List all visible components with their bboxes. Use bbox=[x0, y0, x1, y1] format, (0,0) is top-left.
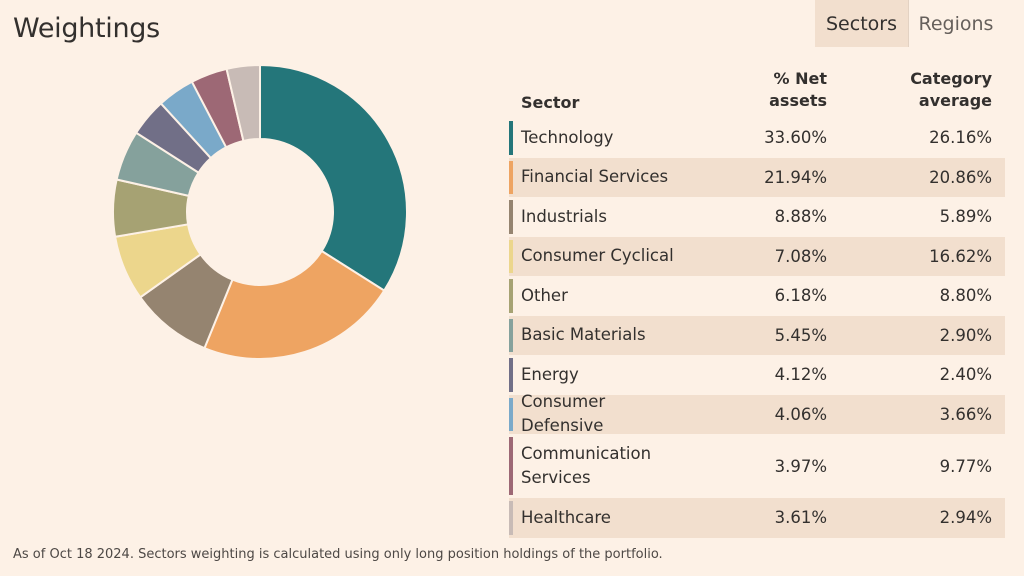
table-row: Technology 33.60% 26.16% bbox=[509, 118, 1005, 158]
sector-column-header: Sector bbox=[521, 93, 580, 112]
sector-name-line: Healthcare bbox=[521, 507, 611, 527]
sector-name: Technology bbox=[521, 126, 691, 150]
donut-slice-financial-services[interactable] bbox=[203, 249, 386, 360]
category-average-header-line1: Category bbox=[910, 69, 992, 88]
sector-name-line: Financial Services bbox=[521, 167, 669, 187]
legend-swatch bbox=[509, 200, 513, 234]
sector-name-line: Other bbox=[521, 285, 568, 305]
sector-name-line: Technology bbox=[521, 127, 614, 147]
page-title: Weightings bbox=[13, 13, 160, 44]
net-assets-value: 8.88% bbox=[774, 207, 827, 227]
sector-name-line: Consumer Defensive bbox=[521, 392, 606, 436]
category-average-value: 2.94% bbox=[939, 508, 992, 528]
sector-name: Other bbox=[521, 284, 691, 308]
legend-swatch bbox=[509, 318, 513, 352]
sector-name: Communication Services bbox=[521, 442, 691, 490]
table-row: Energy 4.12% 2.40% bbox=[509, 355, 1005, 395]
category-average-value: 2.90% bbox=[939, 325, 992, 345]
table-row: Consumer Cyclical 7.08% 16.62% bbox=[509, 236, 1005, 276]
sector-name: Healthcare bbox=[521, 506, 691, 530]
table-row: Financial Services 21.94% 20.86% bbox=[509, 157, 1005, 197]
category-average-column-header: Category average bbox=[910, 68, 992, 112]
net-assets-value: 33.60% bbox=[764, 128, 827, 148]
legend-swatch bbox=[509, 437, 513, 495]
net-assets-value: 4.12% bbox=[774, 365, 827, 385]
net-assets-value: 3.61% bbox=[774, 508, 827, 528]
tab-regions[interactable]: Regions bbox=[908, 0, 1003, 47]
footnote: As of Oct 18 2024. Sectors weighting is … bbox=[13, 547, 663, 562]
legend-swatch bbox=[509, 358, 513, 392]
legend-swatch bbox=[509, 121, 513, 155]
net-assets-value: 4.06% bbox=[774, 404, 827, 424]
sector-name-line: Communication bbox=[521, 444, 652, 463]
category-average-value: 5.89% bbox=[939, 207, 992, 227]
sector-name: Financial Services bbox=[521, 165, 691, 189]
category-average-value: 9.77% bbox=[939, 456, 992, 476]
net-assets-value: 5.45% bbox=[774, 325, 827, 345]
net-assets-header-line2: assets bbox=[769, 91, 827, 110]
legend-swatch bbox=[509, 239, 513, 273]
sector-name-line: Services bbox=[521, 468, 591, 487]
category-average-value: 16.62% bbox=[929, 246, 992, 266]
sector-name: Industrials bbox=[521, 205, 691, 229]
net-assets-column-header: % Net assets bbox=[769, 68, 827, 112]
table-body: Technology 33.60% 26.16% Financial Services… bbox=[509, 118, 1005, 538]
table-row: Industrials 8.88% 5.89% bbox=[509, 197, 1005, 237]
legend-swatch bbox=[509, 501, 513, 535]
sector-name-line: Basic Materials bbox=[521, 325, 646, 345]
net-assets-value: 21.94% bbox=[764, 167, 827, 187]
sector-table: Sector % Net assets Category average Tec… bbox=[509, 60, 1005, 538]
category-average-value: 8.80% bbox=[939, 286, 992, 306]
sector-name: Consumer Cyclical bbox=[521, 244, 691, 268]
net-assets-value: 3.97% bbox=[774, 456, 827, 476]
table-row: Communication Services 3.97% 9.77% bbox=[509, 434, 1005, 498]
donut-slice-technology[interactable] bbox=[259, 63, 408, 292]
table-row: Other 6.18% 8.80% bbox=[509, 276, 1005, 316]
sector-name: Energy bbox=[521, 363, 691, 387]
legend-swatch bbox=[509, 397, 513, 431]
net-assets-value: 7.08% bbox=[774, 246, 827, 266]
sector-name: Consumer Defensive bbox=[521, 390, 691, 438]
sector-donut-chart bbox=[112, 63, 408, 360]
table-row: Consumer Defensive 4.06% 3.66% bbox=[509, 392, 1005, 435]
sector-name-line: Consumer Cyclical bbox=[521, 246, 674, 266]
table-header: Sector % Net assets Category average bbox=[509, 60, 1005, 118]
tab-bar: Sectors Regions bbox=[815, 0, 1003, 47]
net-assets-header-line1: % Net bbox=[773, 69, 828, 88]
category-average-header-line2: average bbox=[918, 91, 992, 110]
net-assets-value: 6.18% bbox=[774, 286, 827, 306]
sector-name: Basic Materials bbox=[521, 323, 691, 347]
sector-name-line: Industrials bbox=[521, 206, 607, 226]
category-average-value: 26.16% bbox=[929, 128, 992, 148]
donut-slice-healthcare[interactable] bbox=[225, 63, 261, 143]
category-average-value: 20.86% bbox=[929, 167, 992, 187]
table-row: Healthcare 3.61% 2.94% bbox=[509, 498, 1005, 538]
table-row: Basic Materials 5.45% 2.90% bbox=[509, 315, 1005, 355]
legend-swatch bbox=[509, 279, 513, 313]
category-average-value: 2.40% bbox=[939, 365, 992, 385]
category-average-value: 3.66% bbox=[939, 404, 992, 424]
legend-swatch bbox=[509, 160, 513, 194]
tab-sectors[interactable]: Sectors bbox=[815, 0, 908, 47]
sector-name-line: Energy bbox=[521, 364, 579, 384]
